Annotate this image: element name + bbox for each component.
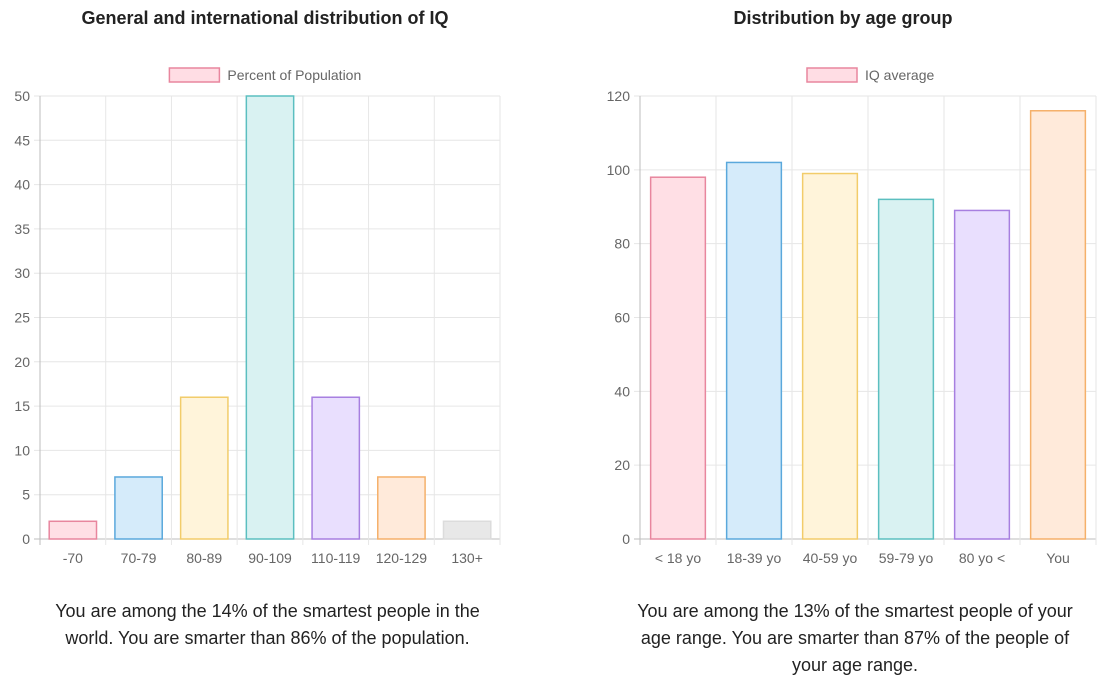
y-tick-label: 50 (14, 88, 30, 104)
x-tick-label: -70 (63, 550, 83, 566)
bar-18-yo (649, 176, 707, 540)
y-tick-label: 35 (14, 221, 30, 237)
y-tick-label: 20 (614, 457, 630, 473)
bar-110-119 (311, 396, 361, 540)
legend-label: IQ average (865, 67, 934, 83)
bar-80-89 (179, 396, 229, 540)
iq-distribution-chart: Percent of Population 0 5 10 15 20 25 30 35 40 45 5… (14, 67, 501, 566)
y-tick-label: 0 (22, 531, 30, 547)
y-tick-label: 25 (14, 310, 30, 326)
x-tick-label: < 18 yo (655, 550, 702, 566)
bar-70-79 (114, 476, 163, 540)
y-tick-label: 120 (607, 88, 631, 104)
legend-label: Percent of Population (227, 67, 361, 83)
legend: Percent of Population (168, 67, 361, 83)
x-tick-label: 18-39 yo (727, 550, 782, 566)
bar-120-129 (377, 476, 426, 540)
y-tick-label: 40 (614, 383, 630, 399)
x-tick-label: 130+ (451, 550, 483, 566)
y-tick-label: 60 (614, 310, 630, 326)
x-tick-label: 110-119 (311, 550, 361, 566)
y-tick-label: 20 (14, 354, 30, 370)
y-tick-label: 45 (14, 132, 30, 148)
y-tick-label: 5 (22, 487, 30, 503)
legend: IQ average (806, 67, 934, 83)
age-group-chart: IQ average 0 20 40 60 80 100 120 < 18 yo 18-39 yo… (607, 67, 1097, 566)
legend-swatch (806, 67, 858, 83)
chart-caption: You are among the 13% of the smartest pe… (637, 601, 1073, 675)
bar-90-109 (245, 95, 295, 540)
x-tick-label: 70-79 (121, 550, 157, 566)
bar-18-39-yo (725, 161, 783, 540)
y-tick-label: 15 (14, 398, 30, 414)
iq-distribution-panel: General and international distribution o… (0, 0, 530, 685)
chart-caption: You are among the 14% of the smartest pe… (55, 601, 480, 648)
x-tick-label: 120-129 (376, 550, 428, 566)
bar-70 (48, 520, 98, 540)
y-tick-label: 10 (14, 442, 30, 458)
bar-40-59-yo (801, 172, 859, 540)
chart-title: Distribution by age group (733, 8, 953, 28)
legend-swatch (168, 67, 221, 83)
y-tick-label: 100 (607, 162, 631, 178)
y-tick-label: 0 (622, 531, 630, 547)
bar-59-79-yo (877, 198, 935, 540)
bar-130 (442, 520, 492, 540)
x-tick-label: 40-59 yo (803, 550, 858, 566)
x-tick-label: 90-109 (248, 550, 292, 566)
x-tick-label: 59-79 yo (879, 550, 934, 566)
y-tick-label: 40 (14, 177, 30, 193)
x-tick-label: 80-89 (186, 550, 222, 566)
y-tick-label: 80 (614, 236, 630, 252)
x-tick-label: 80 yo < (959, 550, 1005, 566)
y-tick-label: 30 (14, 265, 30, 281)
bar-80-yo (953, 209, 1011, 540)
chart-title: General and international distribution o… (81, 8, 449, 28)
age-group-panel: Distribution by age group IQ average 0 20 4… (580, 0, 1106, 685)
bar-you (1029, 110, 1087, 540)
x-tick-label: You (1046, 550, 1070, 566)
